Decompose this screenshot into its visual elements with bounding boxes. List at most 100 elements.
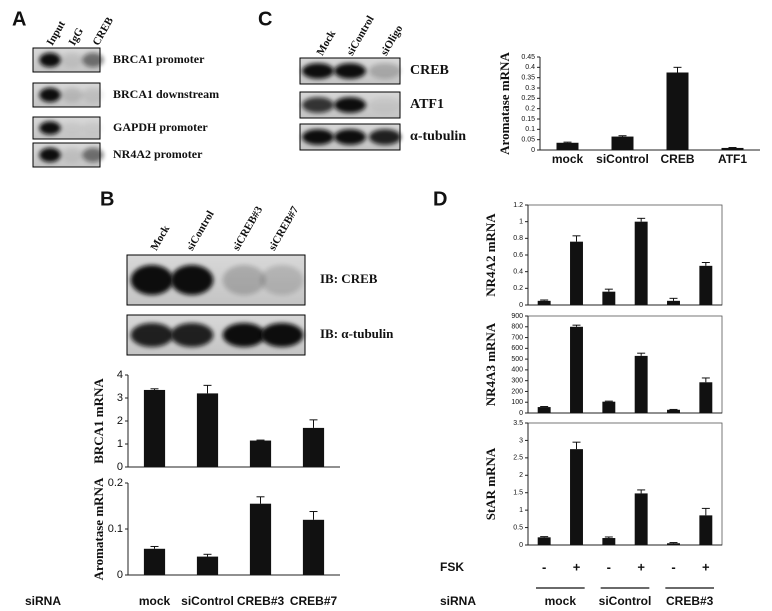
blot-band xyxy=(61,147,83,163)
error-bar xyxy=(669,297,678,301)
y-tick-label: 0.4 xyxy=(525,64,535,71)
plot-frame xyxy=(527,422,723,546)
x-tick-label: + xyxy=(637,559,645,574)
error-bar xyxy=(618,135,627,137)
error-bar xyxy=(637,217,646,222)
blot-band xyxy=(39,87,61,103)
bar xyxy=(570,449,583,545)
y-axis-label: Aromatase mRNA xyxy=(497,52,512,155)
x-tick-label: + xyxy=(702,559,710,574)
y-tick-label: 0.2 xyxy=(108,477,123,489)
blot-band xyxy=(369,63,401,79)
y-tick-label: 100 xyxy=(511,399,523,406)
blot-band xyxy=(82,52,104,68)
bar xyxy=(611,136,634,150)
bar xyxy=(537,537,551,545)
x-axis-label: FSK xyxy=(440,560,464,574)
bar xyxy=(667,409,680,413)
bar xyxy=(699,515,713,545)
blot-label: BRCA1 promoter xyxy=(113,52,205,66)
y-tick-label: 3 xyxy=(519,437,523,444)
y-tick-label: 0.6 xyxy=(513,252,523,259)
error-bar xyxy=(604,288,613,292)
error-bar xyxy=(701,377,710,383)
blot-band xyxy=(369,97,401,113)
blot-label: CREB xyxy=(410,63,449,78)
error-bar xyxy=(309,511,318,520)
y-tick-label: 0.2 xyxy=(513,285,523,292)
y-tick-label: 2.5 xyxy=(513,455,523,462)
panel-label: C xyxy=(258,8,272,30)
error-bar xyxy=(203,384,212,394)
x-tick-label: ATF1 xyxy=(718,152,747,166)
blot-band xyxy=(222,323,266,347)
bar xyxy=(634,355,648,413)
y-tick-label: 500 xyxy=(511,356,523,363)
bar xyxy=(570,241,583,305)
y-tick-label: 0.1 xyxy=(525,126,535,133)
error-bar xyxy=(572,235,581,242)
y-axis-label: Aromatase mRNA xyxy=(91,477,106,580)
error-bar xyxy=(309,419,318,428)
x-axis-label: siRNA xyxy=(25,594,61,608)
panel-label: B xyxy=(100,188,114,210)
x-tick-label: siControl xyxy=(596,152,649,166)
blot-band xyxy=(334,63,366,79)
blot-label: NR4A2 promoter xyxy=(113,147,203,161)
y-axis-label: NR4A2 mRNA xyxy=(483,213,498,297)
x-tick-label: CREB#7 xyxy=(290,594,338,608)
error-bar xyxy=(701,262,710,266)
error-bar xyxy=(604,536,613,539)
error-bar xyxy=(669,542,678,544)
x-tick-label: CREB xyxy=(660,152,694,166)
bar xyxy=(602,538,616,545)
bar xyxy=(721,147,744,150)
blot-band xyxy=(61,52,83,68)
y-tick-label: 1 xyxy=(519,507,523,514)
bar xyxy=(570,326,583,413)
lane-label: siCREB#3 xyxy=(230,204,265,253)
y-tick-label: 0 xyxy=(519,410,523,417)
blot-band xyxy=(260,265,304,295)
error-bar xyxy=(563,141,572,143)
x-tick-label: siControl xyxy=(181,594,234,608)
y-axis-label: BRCA1 mRNA xyxy=(91,378,106,464)
blot-label: α-tubulin xyxy=(410,129,466,144)
y-tick-label: 0 xyxy=(531,147,535,154)
y-tick-label: 400 xyxy=(511,367,523,374)
error-bar xyxy=(637,489,646,494)
error-bar xyxy=(637,352,646,356)
y-tick-label: 0.1 xyxy=(108,523,123,535)
y-tick-label: 1.2 xyxy=(513,202,523,209)
y-tick-label: 0.3 xyxy=(525,85,535,92)
error-bar xyxy=(540,536,549,538)
y-tick-label: 0 xyxy=(519,302,523,309)
error-bar xyxy=(604,400,613,402)
y-tick-label: 0.8 xyxy=(513,235,523,242)
y-tick-label: 700 xyxy=(511,334,523,341)
lane-label: Mock xyxy=(314,28,338,58)
y-tick-label: 1.5 xyxy=(513,490,523,497)
blot-band xyxy=(61,87,83,103)
y-tick-label: 1 xyxy=(519,219,523,226)
y-tick-label: 3.5 xyxy=(513,420,523,427)
bar xyxy=(667,300,680,305)
x-tick-label: - xyxy=(542,559,546,574)
plot-frame xyxy=(527,204,723,306)
error-bar xyxy=(701,507,710,516)
bar xyxy=(699,382,713,413)
bar xyxy=(196,393,219,467)
x-tick-label: - xyxy=(607,559,611,574)
blot-band xyxy=(61,121,82,134)
error-bar xyxy=(572,324,581,327)
bar xyxy=(196,556,219,575)
bar xyxy=(602,401,616,413)
blot-band xyxy=(82,147,104,163)
y-tick-label: 1 xyxy=(117,438,123,450)
lane-label: siCREB#7 xyxy=(266,204,301,253)
y-tick-label: 200 xyxy=(511,388,523,395)
y-tick-label: 2 xyxy=(519,472,523,479)
x-tick-label: - xyxy=(671,559,675,574)
blot-label: IB: α-tubulin xyxy=(320,326,394,341)
y-tick-label: 0.15 xyxy=(521,116,535,123)
